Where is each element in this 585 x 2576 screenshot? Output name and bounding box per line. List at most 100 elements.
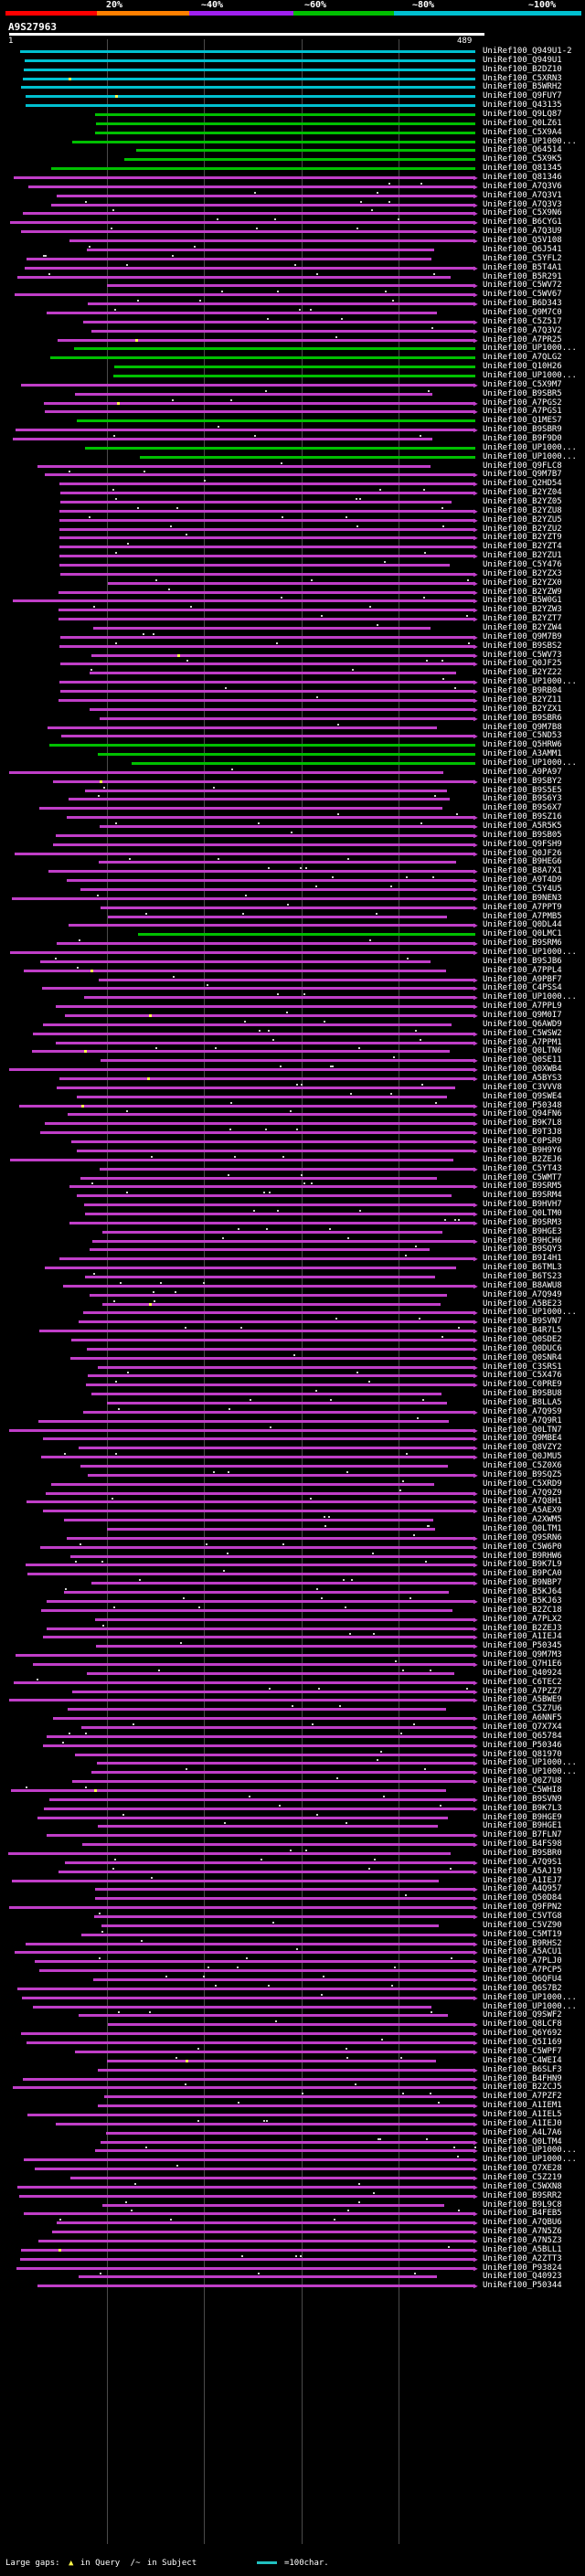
hit-alignment-bar[interactable] (68, 1708, 447, 1712)
hit-accession-label[interactable]: UniRef100_Q81346 (483, 173, 562, 183)
hit-alignment-bar[interactable] (100, 906, 475, 909)
hit-accession-label[interactable]: UniRef100_A4Q957 (483, 1884, 562, 1894)
hit-alignment-bar[interactable] (97, 2068, 475, 2072)
hit-accession-label[interactable]: UniRef100_B2YZW4 (483, 623, 562, 633)
hit-accession-label[interactable]: UniRef100_UP1000... (483, 1767, 577, 1777)
hit-alignment-bar[interactable] (32, 1032, 475, 1035)
hit-alignment-bar[interactable] (39, 1969, 475, 1973)
hit-accession-label[interactable]: UniRef100_C3SRS1 (483, 1362, 562, 1372)
hit-accession-label[interactable]: UniRef100_C0PSR9 (483, 1137, 562, 1147)
hit-accession-label[interactable]: UniRef100_A9PA97 (483, 767, 562, 777)
hit-alignment-bar[interactable] (67, 879, 475, 883)
hit-accession-label[interactable]: UniRef100_B9SQY3 (483, 1245, 562, 1255)
hit-alignment-bar[interactable] (42, 1437, 475, 1441)
hit-alignment-bar[interactable] (12, 437, 432, 440)
hit-alignment-bar[interactable] (59, 564, 451, 567)
hit-alignment-bar[interactable] (71, 1780, 475, 1784)
hit-accession-label[interactable]: UniRef100_B9SRM6 (483, 938, 562, 949)
hit-alignment-bar[interactable] (77, 1194, 452, 1198)
hit-alignment-bar[interactable] (59, 663, 475, 666)
hit-alignment-bar[interactable] (48, 744, 475, 747)
hit-accession-label[interactable]: UniRef100_Q6J541 (483, 244, 562, 254)
hit-alignment-bar[interactable] (27, 257, 432, 260)
hit-alignment-bar[interactable] (46, 1627, 475, 1630)
hit-alignment-bar[interactable] (77, 419, 475, 423)
hit-accession-label[interactable]: UniRef100_C4PSS4 (483, 983, 562, 993)
hit-accession-label[interactable]: UniRef100_B9NEN3 (483, 893, 562, 903)
hit-accession-label[interactable]: UniRef100_Q10H26 (483, 362, 562, 372)
hit-alignment-bar[interactable] (53, 1717, 475, 1721)
hit-alignment-bar[interactable] (71, 1338, 475, 1341)
hit-accession-label[interactable]: UniRef100_Q0DUC6 (483, 1343, 562, 1353)
hit-accession-label[interactable]: UniRef100_B9SBU8 (483, 1389, 562, 1399)
hit-accession-label[interactable]: UniRef100_Q40923 (483, 2272, 562, 2282)
hit-accession-label[interactable]: UniRef100_B5R291 (483, 271, 562, 281)
hit-accession-label[interactable]: UniRef100_B9SBR6 (483, 713, 562, 723)
hit-accession-label[interactable]: UniRef100_Q9FUY7 (483, 91, 562, 101)
hit-alignment-bar[interactable] (43, 1510, 475, 1513)
hit-alignment-bar[interactable] (89, 672, 457, 675)
hit-alignment-bar[interactable] (40, 959, 431, 963)
hit-alignment-bar[interactable] (25, 104, 475, 108)
hit-accession-label[interactable]: UniRef100_B9SBR5 (483, 388, 562, 398)
hit-accession-label[interactable]: UniRef100_UP1000... (483, 2146, 577, 2156)
hit-accession-label[interactable]: UniRef100_C5XRN3 (483, 73, 562, 83)
hit-accession-label[interactable]: UniRef100_B2YZ11 (483, 694, 562, 705)
hit-alignment-bar[interactable] (42, 1023, 452, 1026)
hit-alignment-bar[interactable] (43, 1807, 475, 1810)
hit-accession-label[interactable]: UniRef100_B9F9D0 (483, 433, 562, 443)
hit-accession-label[interactable]: UniRef100_C5X9K5 (483, 154, 562, 164)
hit-accession-label[interactable]: UniRef100_B5T4A1 (483, 262, 562, 272)
hit-alignment-bar[interactable] (8, 1906, 475, 1910)
hit-alignment-bar[interactable] (26, 95, 475, 99)
hit-accession-label[interactable]: UniRef100_Q1MES7 (483, 416, 562, 426)
hit-alignment-bar[interactable] (44, 1122, 475, 1126)
hit-alignment-bar[interactable] (19, 50, 475, 53)
hit-alignment-bar[interactable] (67, 1113, 475, 1117)
hit-alignment-bar[interactable] (84, 1212, 475, 1215)
hit-accession-label[interactable]: UniRef100_B2YZU1 (483, 551, 562, 561)
hit-accession-label[interactable]: UniRef100_Q0LTM1 (483, 1524, 562, 1534)
query-id[interactable]: A9S27963 (8, 21, 57, 33)
hit-accession-label[interactable]: UniRef100_C5WSW2 (483, 1028, 562, 1038)
hit-accession-label[interactable]: UniRef100_A9PBF7 (483, 974, 562, 984)
hit-accession-label[interactable]: UniRef100_Q9M7B7 (483, 470, 562, 480)
hit-accession-label[interactable]: UniRef100_A3AMM1 (483, 749, 562, 759)
hit-accession-label[interactable]: UniRef100_B2YZT4 (483, 542, 562, 552)
hit-alignment-bar[interactable] (70, 1140, 475, 1144)
hit-accession-label[interactable]: UniRef100_B2YZX3 (483, 568, 562, 578)
hit-alignment-bar[interactable] (91, 653, 475, 657)
hit-accession-label[interactable]: UniRef100_P93824 (483, 2263, 562, 2273)
hit-accession-label[interactable]: UniRef100_B9RHW6 (483, 1551, 562, 1561)
hit-alignment-bar[interactable] (101, 1059, 475, 1063)
hit-alignment-bar[interactable] (89, 1248, 431, 1252)
hit-alignment-bar[interactable] (82, 1843, 475, 1847)
hit-accession-label[interactable]: UniRef100_P50344 (483, 2281, 562, 2291)
hit-alignment-bar[interactable] (74, 347, 475, 351)
hit-alignment-bar[interactable] (20, 2032, 475, 2036)
hit-alignment-bar[interactable] (59, 635, 475, 639)
hit-alignment-bar[interactable] (39, 807, 443, 811)
hit-accession-label[interactable]: UniRef100_A7PMB5 (483, 911, 562, 921)
hit-alignment-bar[interactable] (18, 2194, 475, 2198)
hit-alignment-bar[interactable] (52, 843, 475, 846)
hit-accession-label[interactable]: UniRef100_B6TS23 (483, 1271, 562, 1281)
hit-alignment-bar[interactable] (14, 852, 475, 855)
hit-accession-label[interactable]: UniRef100_A5BLL1 (483, 2244, 562, 2254)
hit-accession-label[interactable]: UniRef100_B2YZU8 (483, 505, 562, 515)
hit-accession-label[interactable]: UniRef100_C5WMT7 (483, 1172, 562, 1182)
hit-alignment-bar[interactable] (37, 464, 431, 468)
hit-accession-label[interactable]: UniRef100_A9T4D9 (483, 875, 562, 885)
hit-alignment-bar[interactable] (23, 2158, 475, 2162)
hit-alignment-bar[interactable] (39, 1545, 475, 1549)
hit-accession-label[interactable]: UniRef100_B9T3J8 (483, 1128, 562, 1138)
hit-alignment-bar[interactable] (65, 1860, 475, 1864)
hit-accession-label[interactable]: UniRef100_B2YZX1 (483, 704, 562, 714)
hit-alignment-bar[interactable] (99, 716, 475, 720)
hit-accession-label[interactable]: UniRef100_A7PGS2 (483, 398, 562, 408)
hit-alignment-bar[interactable] (99, 1167, 475, 1171)
hit-alignment-bar[interactable] (68, 798, 450, 801)
hit-alignment-bar[interactable] (92, 1978, 475, 1982)
hit-alignment-bar[interactable] (47, 1834, 475, 1838)
hit-accession-label[interactable]: UniRef100_UP1000... (483, 1758, 577, 1768)
